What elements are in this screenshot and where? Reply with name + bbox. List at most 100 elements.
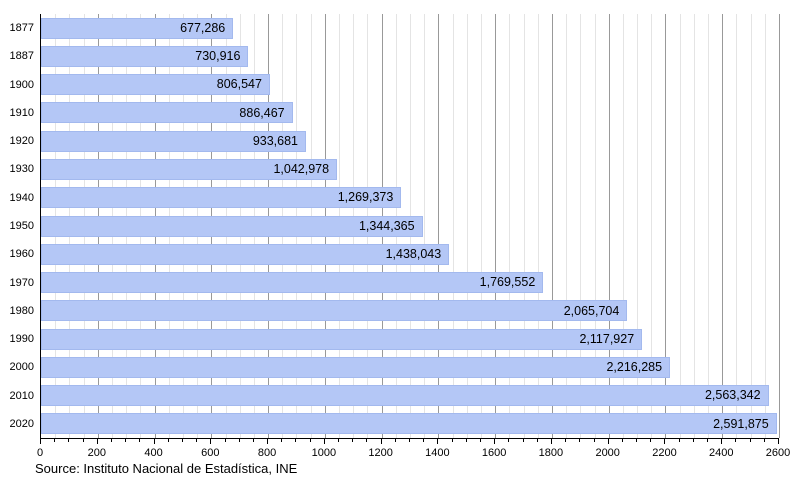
x-axis-tick-minor [196,438,198,442]
bar-1887: 730,916 [41,45,249,67]
x-axis-tick-minor [409,438,410,442]
x-axis-tick-major [494,438,496,444]
x-axis-tick-minor [423,438,425,442]
x-axis-tick-minor [309,438,311,442]
x-axis-tick-minor [763,438,765,442]
x-axis-tick-label: 1800 [538,447,564,459]
x-axis-tick-minor [621,438,623,442]
x-axis-tick-minor [252,438,254,442]
y-axis-label-1877: 1877 [9,22,34,35]
x-axis-tick-minor [536,438,538,442]
x-axis-tick-major [607,438,609,444]
gridline-minor [480,14,482,438]
y-axis-label-1960: 1960 [9,248,34,261]
bar-value-label: 730,916 [195,49,241,64]
x-axis-tick-minor [593,438,595,442]
gridline-minor [580,14,582,438]
x-axis-tick-minor [735,438,737,442]
x-axis-tick-minor [565,438,567,442]
gridline-major [722,14,724,438]
x-axis-tick-minor [352,438,354,442]
gridline-major [779,14,780,438]
x-axis-tick-minor [479,438,481,442]
x-axis-tick-minor [579,438,581,442]
x-axis-tick-minor [68,438,70,442]
x-axis-tick-minor [295,438,297,442]
bar-1930: 1,042,978 [41,158,338,180]
bar-1940: 1,269,373 [41,187,402,209]
bar-1990: 2,117,927 [41,328,643,350]
x-axis-tick-minor [749,438,751,442]
y-axis-label-2020: 2020 [9,417,34,430]
x-axis-tick-minor [692,438,694,442]
x-axis-tick-minor [522,438,524,442]
x-axis-tick-minor [181,438,183,442]
y-axis-label-1930: 1930 [9,163,34,176]
y-axis-label-1980: 1980 [9,304,34,317]
x-axis-tick-label: 400 [144,447,163,459]
bar-1960: 1,438,043 [41,243,450,265]
bar-value-label: 1,769,552 [479,275,536,290]
x-axis-tick-minor [366,438,368,442]
y-axis-label-2010: 2010 [9,389,34,402]
y-axis-label-1940: 1940 [9,191,34,204]
x-axis-tick-label: 800 [257,447,277,459]
x-axis-tick-minor [82,438,84,442]
x-axis-tick-major [550,438,552,444]
bar-1980: 2,065,704 [41,300,628,322]
x-axis-tick-major [40,438,41,444]
bar-value-label: 1,344,365 [358,218,415,233]
y-axis-label-2000: 2000 [9,361,34,374]
x-axis-tick-major [721,438,723,444]
bar-value-label: 806,547 [216,77,262,92]
y-axis-label-1900: 1900 [9,78,34,91]
gridline-minor [424,14,426,438]
x-axis-tick-label: 1600 [481,447,507,459]
x-axis-tick-minor [338,438,340,442]
gridline-minor [679,14,681,438]
x-axis-tick-minor [636,438,638,442]
gridline-minor [452,14,454,438]
x-axis-tick-major [210,438,212,444]
x-axis-tick-label: 1200 [368,447,393,459]
x-axis-tick-major [664,438,666,444]
x-axis-tick-major [437,438,439,444]
gridline-minor [537,14,539,438]
x-axis-tick-major [153,438,155,444]
bar-2010: 2,563,342 [41,385,769,407]
bar-1920: 933,681 [41,130,307,152]
y-axis-label-1920: 1920 [9,135,34,148]
x-axis-tick-label: 1000 [311,447,337,459]
bar-value-label: 2,591,875 [713,416,769,431]
gridline-major [665,14,667,438]
y-axis-label-1950: 1950 [9,219,34,232]
y-axis-label-1990: 1990 [9,333,34,346]
x-axis-tick-minor [238,438,240,442]
bar-2000: 2,216,285 [41,356,671,378]
gridline-minor [523,14,525,438]
x-axis-tick-minor [465,438,467,442]
plot-area: 677,286 730,916 806,547 886,467 933,681 1,042… [40,14,780,439]
x-axis-tick-minor [224,438,226,442]
bar-1910: 886,467 [41,102,293,124]
gridline-minor [509,14,511,438]
x-axis-tick-label: 0 [36,447,44,459]
gridline-major [608,14,610,438]
x-axis-tick-label: 2400 [708,447,734,459]
gridline-minor [764,14,766,438]
x-axis-tick-major [96,438,98,444]
gridline-major [551,14,553,438]
x-axis-tick-major [267,438,269,444]
bar-value-label: 1,042,978 [273,162,330,177]
bar-value-label: 2,563,342 [704,388,761,403]
bar-value-label: 1,269,373 [337,190,394,205]
bar-1900: 806,547 [41,74,270,96]
x-axis-tick-minor [281,438,283,442]
gridline-minor [693,14,695,438]
x-axis-tick-major [323,438,325,444]
bar-value-label: 2,216,285 [606,360,663,375]
x-axis-tick-label: 2200 [652,447,677,459]
gridline-minor [651,14,653,438]
bar-1950: 1,344,365 [41,215,423,237]
